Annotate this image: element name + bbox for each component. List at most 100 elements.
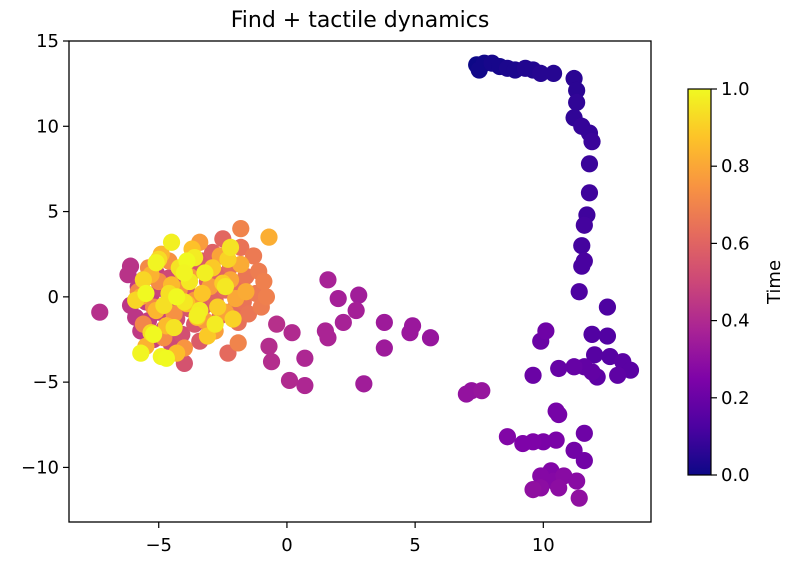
scatter-point bbox=[257, 288, 276, 306]
scatter-point bbox=[319, 329, 337, 347]
y-tick-label: 0 bbox=[48, 287, 59, 308]
scatter-point bbox=[550, 479, 568, 497]
scatter-point bbox=[188, 307, 206, 325]
scatter-point bbox=[580, 184, 599, 202]
scatter-point bbox=[524, 366, 542, 384]
scatter-point bbox=[237, 283, 255, 301]
scatter-point bbox=[585, 346, 604, 364]
x-tick-label: 10 bbox=[532, 535, 555, 556]
scatter-point bbox=[403, 317, 422, 335]
scatter-point bbox=[514, 434, 532, 453]
scatter-point bbox=[350, 286, 368, 304]
scatter-point bbox=[145, 325, 163, 343]
scatter-point bbox=[280, 371, 299, 390]
y-tick-label: 10 bbox=[36, 116, 59, 137]
scatter-point bbox=[568, 93, 586, 112]
y-tick-label: 15 bbox=[36, 31, 59, 52]
colorbar-ticks: 0.0 0.2 0.4 0.6 0.8 1.0 bbox=[711, 79, 750, 486]
scatter-point bbox=[565, 358, 583, 376]
chart-title: Find + tactile dynamics bbox=[231, 8, 490, 33]
scatter-point bbox=[224, 310, 242, 328]
scatter-point bbox=[583, 133, 601, 151]
x-axis: −5 0 5 10 bbox=[145, 522, 555, 556]
scatter-point bbox=[296, 349, 314, 367]
scatter-point bbox=[244, 247, 263, 265]
scatter-point bbox=[583, 325, 601, 343]
y-axis: −10 −5 0 5 10 15 bbox=[21, 31, 69, 478]
scatter-point bbox=[119, 266, 137, 284]
scatter-point bbox=[260, 228, 278, 246]
scatter-point bbox=[209, 298, 227, 316]
scatter-point bbox=[221, 238, 240, 256]
scatter-point bbox=[206, 315, 224, 333]
scatter-point bbox=[598, 298, 617, 316]
scatter-point bbox=[196, 264, 214, 282]
scatter-point bbox=[547, 431, 565, 449]
scatter-point bbox=[568, 81, 586, 100]
scatter-point bbox=[524, 480, 542, 499]
colorbar-tick-label: 0.0 bbox=[721, 465, 750, 486]
scatter-point bbox=[134, 271, 152, 289]
scatter-point bbox=[550, 359, 568, 378]
scatter-point bbox=[570, 283, 588, 301]
scatter-point bbox=[550, 405, 568, 424]
scatter-point bbox=[347, 301, 365, 320]
scatter-point bbox=[334, 313, 352, 332]
scatter-point bbox=[147, 254, 165, 272]
scatter-point bbox=[216, 278, 234, 296]
scatter-point bbox=[262, 353, 281, 371]
scatter-point bbox=[580, 155, 599, 173]
scatter-point bbox=[193, 284, 211, 303]
scatter-point bbox=[268, 315, 286, 333]
scatter-point bbox=[532, 64, 550, 83]
scatter-points bbox=[91, 54, 640, 507]
x-tick-label: −5 bbox=[145, 535, 172, 556]
scatter-point bbox=[319, 271, 337, 289]
scatter-point bbox=[91, 303, 109, 321]
scatter-point bbox=[168, 288, 186, 306]
x-tick-label: 0 bbox=[281, 535, 292, 556]
y-tick-label: 5 bbox=[48, 202, 59, 223]
scatter-point bbox=[132, 344, 150, 362]
scatter-point bbox=[355, 375, 373, 393]
scatter-point bbox=[498, 428, 517, 446]
colorbar-tick-label: 0.2 bbox=[721, 388, 750, 409]
scatter-point bbox=[573, 237, 591, 255]
scatter-point bbox=[421, 329, 440, 347]
scatter-point bbox=[175, 264, 193, 282]
scatter-point bbox=[165, 318, 183, 337]
y-tick-label: −5 bbox=[32, 372, 59, 393]
y-tick-label: −10 bbox=[21, 457, 59, 478]
scatter-point bbox=[162, 233, 181, 251]
scatter-point bbox=[570, 489, 588, 507]
scatter-point bbox=[260, 337, 278, 355]
colorbar-tick-label: 0.4 bbox=[721, 311, 750, 332]
colorbar bbox=[687, 88, 712, 476]
scatter-point bbox=[375, 339, 393, 357]
scatter-point bbox=[573, 257, 591, 275]
scatter-point bbox=[575, 216, 593, 234]
scatter-point bbox=[568, 472, 586, 490]
x-tick-label: 5 bbox=[409, 535, 420, 556]
scatter-point bbox=[157, 349, 176, 367]
colorbar-tick-label: 0.8 bbox=[721, 156, 750, 177]
scatter-point bbox=[296, 376, 314, 395]
scatter-point bbox=[255, 272, 273, 291]
scatter-point bbox=[537, 322, 555, 340]
scatter-point bbox=[473, 382, 491, 400]
scatter-point bbox=[232, 220, 250, 238]
colorbar-label: Time bbox=[764, 260, 785, 305]
scatter-point bbox=[239, 305, 258, 323]
scatter-point bbox=[575, 424, 593, 442]
scatter-point bbox=[229, 334, 247, 352]
scatter-point bbox=[137, 284, 155, 303]
plot-frame bbox=[68, 40, 652, 523]
scatter-point bbox=[329, 289, 347, 308]
scatter-point bbox=[598, 327, 617, 345]
scatter-point bbox=[575, 451, 593, 470]
colorbar-tick-label: 0.6 bbox=[721, 233, 750, 254]
colorbar-tick-label: 1.0 bbox=[721, 79, 750, 100]
scatter-point bbox=[609, 366, 627, 384]
scatter-point bbox=[283, 324, 301, 342]
